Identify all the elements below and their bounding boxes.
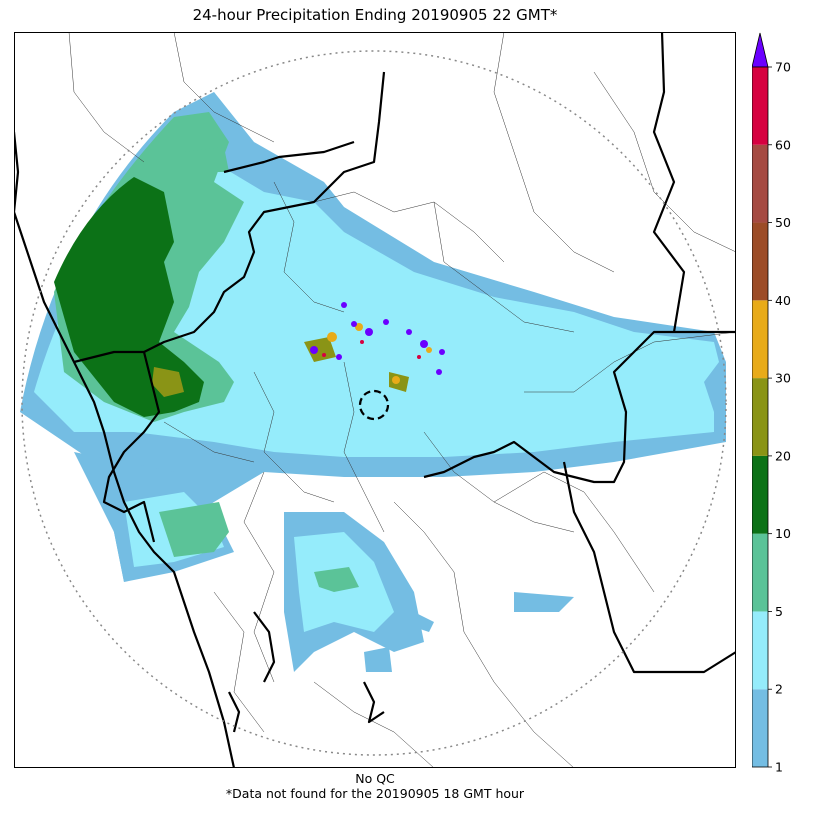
state-boundaries (14, 32, 736, 768)
colorbar-segment (752, 144, 768, 223)
colorbar-tick-label: 50 (775, 215, 791, 230)
radar-range-ring (21, 50, 727, 756)
colorbar-tick-label: 30 (775, 371, 791, 386)
district-boundaries (68, 32, 736, 768)
colorbar-segment (752, 689, 768, 767)
colorbar-tick-label: 70 (775, 60, 791, 75)
colorbar-segment (752, 300, 768, 379)
data-missing-note: *Data not found for the 20190905 18 GMT … (225, 786, 525, 801)
colorbar-tick-label: 60 (775, 137, 791, 152)
colorbar-tick-label: 2 (775, 682, 783, 697)
radar-site-marker (358, 389, 390, 421)
colorbar-tick-label: 10 (775, 526, 791, 541)
colorbar-tick-label: 40 (775, 293, 791, 308)
precip-band-70plus (310, 302, 445, 375)
colorbar-tick-label: 1 (775, 760, 783, 773)
map-footer: No QC *Data not found for the 20190905 1… (14, 771, 736, 801)
precipitation-map[interactable] (14, 32, 736, 768)
precip-band-30 (327, 323, 432, 384)
qc-note: No QC (355, 771, 395, 786)
colorbar-tick-label: 20 (775, 448, 791, 463)
map-title: 24-hour Precipitation Ending 20190905 22… (192, 6, 558, 24)
colorbar-segment (752, 611, 768, 690)
colorbar: 1 2 5 10 20 30 40 50 60 70 (752, 32, 791, 773)
colorbar-segment (752, 533, 768, 612)
colorbar-segment (752, 455, 768, 534)
colorbar-segment (752, 378, 768, 456)
colorbar-extend-arrow (752, 32, 769, 68)
precip-band-60 (322, 340, 421, 359)
colorbar-tick-label: 5 (775, 604, 783, 619)
precip-band-20 (152, 337, 409, 397)
colorbar-segment (752, 222, 768, 301)
colorbar-frame (752, 66, 769, 768)
colorbar-segment (752, 67, 768, 145)
